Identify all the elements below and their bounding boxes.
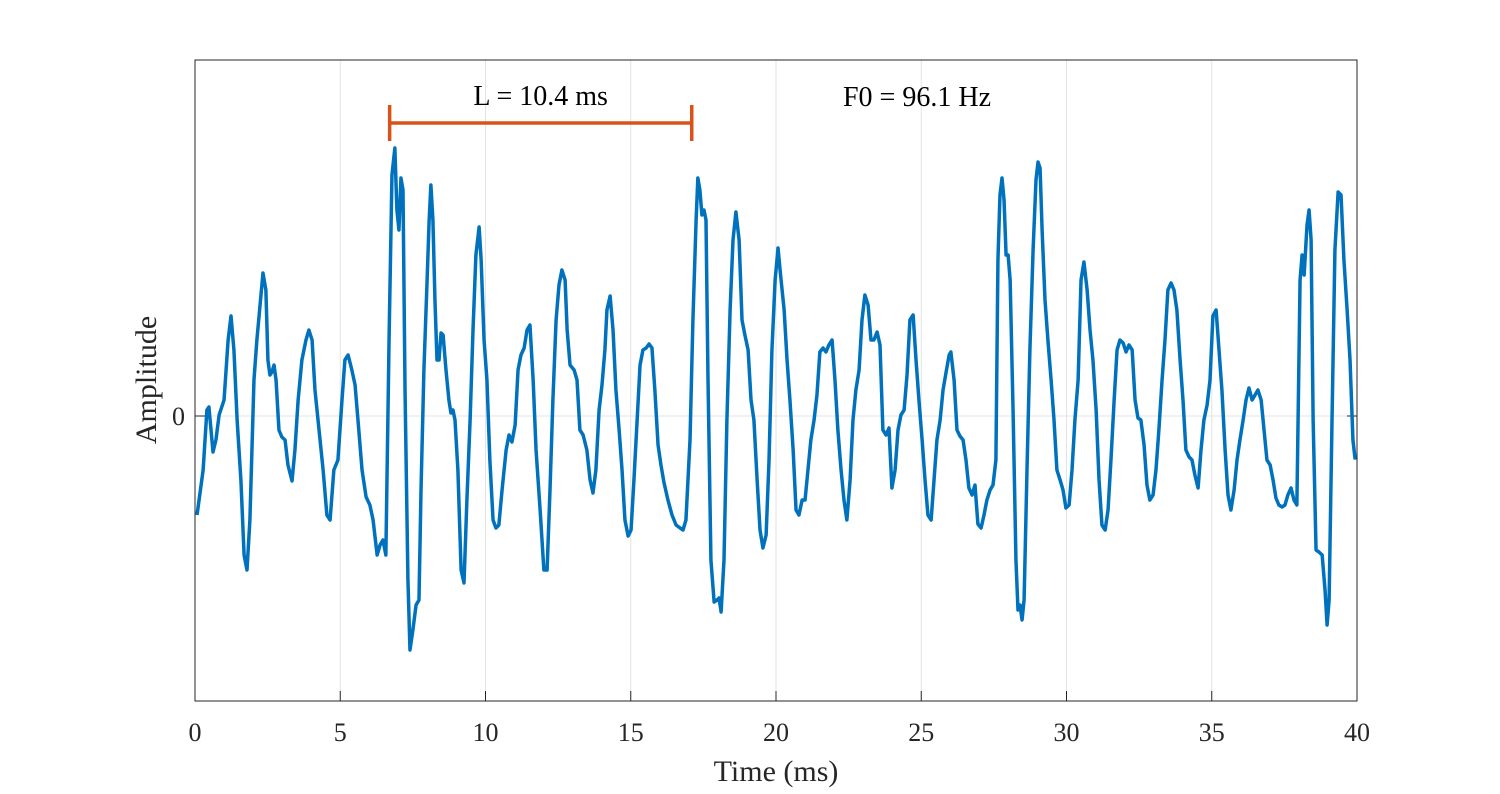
- x-axis-label: Time (ms): [714, 755, 839, 788]
- waveform-line: [195, 146, 1358, 652]
- x-tick-label: 15: [618, 718, 644, 747]
- plot-area: [195, 105, 1358, 652]
- axes-box: [194, 59, 1358, 702]
- x-tick-label: 0: [189, 718, 202, 747]
- y-tick-label: 0: [172, 402, 185, 431]
- x-tick-label: 20: [763, 718, 789, 747]
- y-axis-label: Amplitude: [130, 316, 163, 444]
- x-tick-label: 35: [1199, 718, 1225, 747]
- f0-annotation: F0 = 96.1 Hz: [843, 82, 991, 113]
- x-tick-label: 5: [334, 718, 347, 747]
- x-tick-label: 40: [1344, 718, 1370, 747]
- labels: 0 5 10 15 20 25 30 35 40 0 L = 10.4 ms: [172, 81, 1370, 747]
- x-tick-label: 10: [473, 718, 499, 747]
- x-tick-label: 25: [908, 718, 934, 747]
- bracket-label: L = 10.4 ms: [473, 81, 608, 112]
- grid: [194, 60, 1358, 701]
- x-tick-label: 30: [1054, 718, 1080, 747]
